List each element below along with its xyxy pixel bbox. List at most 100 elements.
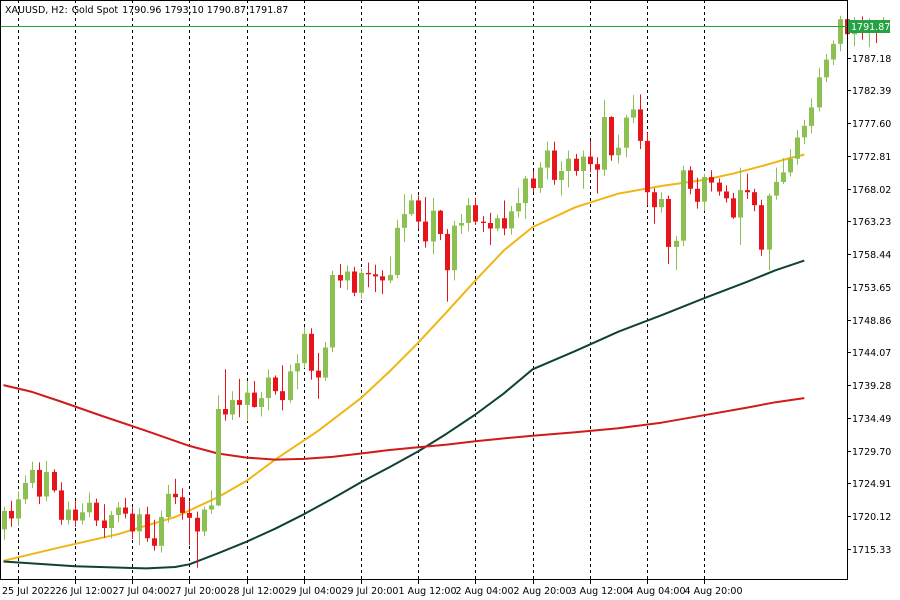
candle bbox=[230, 391, 235, 420]
candle-body bbox=[259, 398, 264, 407]
symbol-label: XAUUSD, H2: bbox=[5, 5, 68, 16]
candle bbox=[309, 328, 314, 380]
candle bbox=[495, 214, 500, 232]
y-tick-label: 1782.39 bbox=[852, 86, 891, 97]
candle-body bbox=[759, 205, 764, 250]
candle-body bbox=[87, 502, 92, 513]
candle bbox=[30, 461, 35, 489]
candle-body bbox=[302, 333, 307, 364]
candle bbox=[173, 478, 178, 505]
candle bbox=[402, 194, 407, 243]
candle bbox=[431, 197, 436, 255]
candle-body bbox=[631, 109, 636, 118]
candle-body bbox=[473, 205, 478, 222]
candle-body bbox=[59, 490, 64, 520]
y-tick-label: 1734.49 bbox=[852, 414, 891, 425]
candle bbox=[330, 270, 335, 353]
candle-body bbox=[738, 190, 743, 218]
candle-body bbox=[459, 223, 464, 226]
candle-body bbox=[566, 158, 571, 171]
candle-body bbox=[295, 363, 300, 372]
x-tick-label: 25 Jul 2022 bbox=[2, 586, 56, 597]
candle bbox=[23, 475, 28, 505]
candle-body bbox=[30, 469, 35, 483]
candle bbox=[187, 501, 192, 546]
candle bbox=[145, 506, 150, 542]
candle-body bbox=[681, 170, 686, 241]
candle bbox=[273, 375, 278, 395]
y-tick-label: 1715.33 bbox=[852, 545, 891, 556]
candle bbox=[724, 185, 729, 203]
candle bbox=[137, 508, 142, 546]
candle bbox=[288, 364, 293, 403]
candle bbox=[295, 354, 300, 390]
candle bbox=[366, 262, 371, 288]
candle-body bbox=[752, 192, 757, 206]
candle-body bbox=[37, 469, 42, 497]
y-tick-label: 1729.70 bbox=[852, 447, 891, 458]
candle bbox=[595, 157, 600, 194]
candle-body bbox=[724, 191, 729, 199]
candle-body bbox=[23, 482, 28, 500]
candle-body bbox=[588, 156, 593, 165]
candle-body bbox=[523, 178, 528, 204]
candle-body bbox=[116, 507, 121, 515]
candle-body bbox=[395, 227, 400, 275]
candle bbox=[488, 212, 493, 245]
y-tick-label: 1763.23 bbox=[852, 217, 891, 228]
x-tick-label: 3 Aug 12:00 bbox=[571, 586, 629, 597]
candle-body bbox=[638, 109, 643, 141]
candle-body bbox=[80, 512, 85, 521]
y-tick-label: 1768.02 bbox=[852, 185, 891, 196]
candle-body bbox=[173, 493, 178, 498]
candle-body bbox=[16, 499, 21, 519]
candle bbox=[566, 150, 571, 188]
candle-body bbox=[166, 493, 171, 518]
candle-body bbox=[123, 507, 128, 514]
candle-body bbox=[531, 178, 536, 189]
candle-body bbox=[452, 225, 457, 271]
candle-body bbox=[388, 275, 393, 281]
candle-body bbox=[616, 147, 621, 156]
candle-body bbox=[316, 370, 321, 378]
candle-body bbox=[373, 274, 378, 277]
candle bbox=[166, 484, 171, 523]
candle-body bbox=[280, 391, 285, 401]
x-tick-label: 26 Jul 12:00 bbox=[56, 586, 113, 597]
y-tick-label: 1720.12 bbox=[852, 512, 891, 523]
candle bbox=[73, 501, 78, 527]
candle bbox=[717, 178, 722, 196]
candle bbox=[373, 264, 378, 293]
candle bbox=[631, 95, 636, 124]
last-price-tag: 1791.87 bbox=[848, 20, 890, 33]
candle-body bbox=[130, 513, 135, 532]
candle bbox=[602, 99, 607, 176]
candle-body bbox=[838, 19, 843, 44]
candle bbox=[44, 461, 49, 502]
candle-body bbox=[109, 515, 114, 528]
candles bbox=[2, 15, 886, 568]
candle bbox=[523, 175, 528, 219]
candle bbox=[102, 504, 107, 538]
x-axis: 25 Jul 2022 26 Jul 12:00 27 Jul 04:00 27 Ju… bbox=[2, 580, 743, 597]
candle-body bbox=[137, 514, 142, 532]
candle bbox=[624, 114, 629, 158]
last-price-tag-bg bbox=[848, 20, 890, 33]
candle bbox=[638, 94, 643, 150]
x-tick-label: 28 Jul 12:00 bbox=[228, 586, 285, 597]
candle-body bbox=[44, 471, 49, 497]
ma_mid-line bbox=[3, 259, 805, 570]
candle-body bbox=[809, 107, 814, 126]
candle bbox=[395, 219, 400, 279]
candle bbox=[109, 510, 114, 539]
candle bbox=[581, 150, 586, 189]
candle-body bbox=[416, 200, 421, 222]
candle bbox=[738, 167, 743, 245]
candle-body bbox=[380, 276, 385, 281]
candle-body bbox=[652, 192, 657, 208]
candle bbox=[516, 188, 521, 218]
candle bbox=[809, 98, 814, 134]
candle bbox=[59, 482, 64, 525]
candle bbox=[87, 492, 92, 518]
